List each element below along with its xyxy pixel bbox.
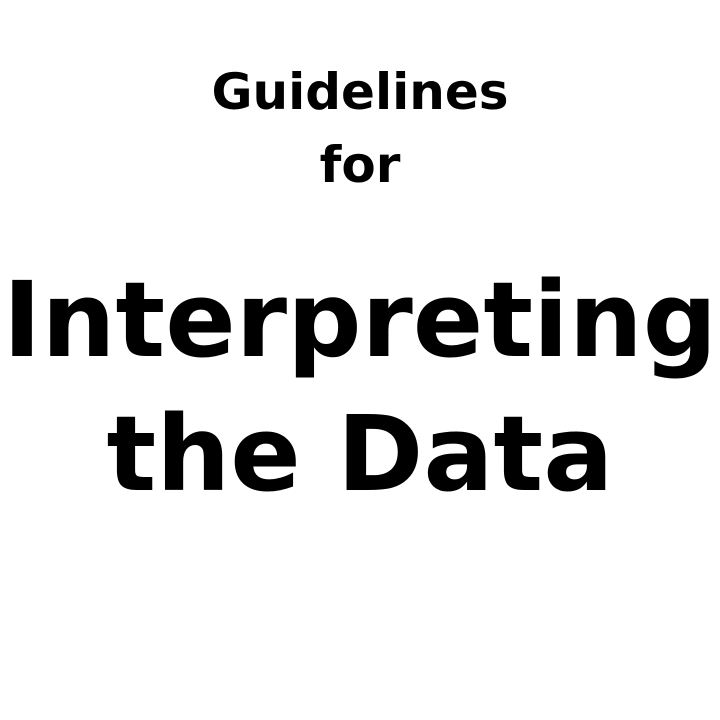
subtitle-line-for: for <box>319 136 401 194</box>
title-line-the-data: the Data <box>106 393 614 515</box>
subtitle-line-guidelines: Guidelines <box>211 63 509 121</box>
title-line-interpreting: Interpreting <box>2 259 718 381</box>
